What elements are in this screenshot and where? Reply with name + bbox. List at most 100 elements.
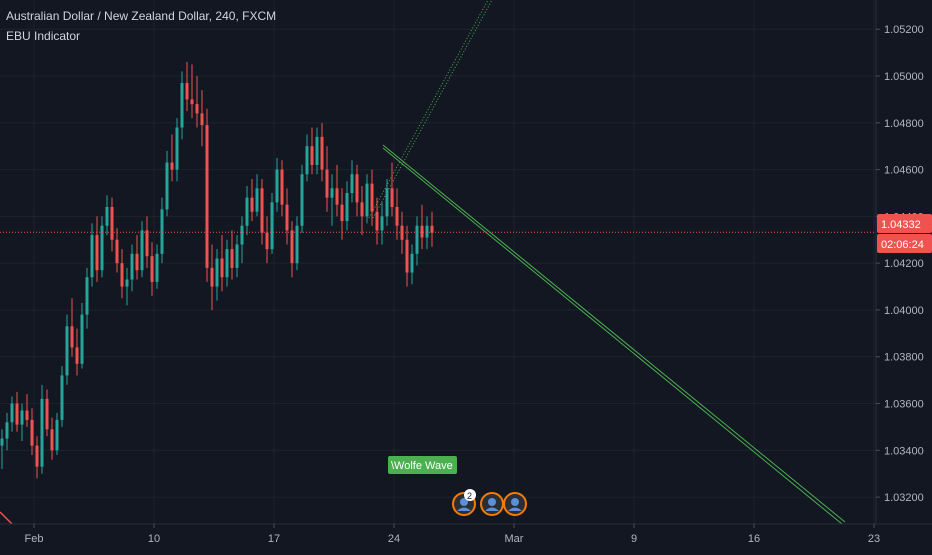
time-tick-label: 10 bbox=[148, 533, 160, 545]
candle-down bbox=[250, 178, 254, 222]
candle-down bbox=[310, 127, 314, 175]
candle-up bbox=[350, 160, 354, 203]
candle-down bbox=[280, 160, 284, 217]
candle-up bbox=[380, 202, 384, 245]
candle-down bbox=[45, 389, 49, 437]
candle-down bbox=[355, 164, 359, 217]
candle-down bbox=[50, 417, 54, 460]
candle-up bbox=[275, 157, 279, 212]
time-tick-label: 17 bbox=[268, 533, 280, 545]
candle-down bbox=[340, 188, 344, 240]
candle-down bbox=[25, 394, 29, 427]
candle-down bbox=[220, 235, 224, 292]
candle-up bbox=[295, 216, 299, 271]
candle-up bbox=[0, 429, 4, 470]
price-tick-label: 1.04200 bbox=[884, 258, 924, 270]
candle-up bbox=[385, 178, 389, 226]
price-tick-label: 1.03200 bbox=[884, 492, 924, 504]
candle-down bbox=[230, 230, 234, 280]
idea-avatar-2[interactable] bbox=[480, 492, 504, 516]
indicator-label[interactable]: EBU Indicator bbox=[6, 29, 81, 43]
idea-avatar-1[interactable]: 2 bbox=[452, 489, 476, 516]
red-drawing-line[interactable] bbox=[0, 511, 13, 525]
time-tick-label: Mar bbox=[505, 533, 524, 545]
candle-down bbox=[200, 90, 204, 147]
price-tick-label: 1.03800 bbox=[884, 352, 924, 364]
candle-down bbox=[35, 436, 39, 479]
candle-down bbox=[205, 108, 209, 282]
candle-up bbox=[225, 239, 229, 287]
candle-up bbox=[85, 267, 89, 329]
candle-up bbox=[65, 314, 69, 385]
price-tick-label: 1.05000 bbox=[884, 71, 924, 83]
candle-down bbox=[335, 164, 339, 217]
candle-up bbox=[425, 216, 429, 250]
candle-down bbox=[390, 162, 394, 217]
candle-up bbox=[300, 164, 304, 233]
price-tick-label: 1.05200 bbox=[884, 24, 924, 36]
candle-up bbox=[80, 302, 84, 369]
candle-up bbox=[215, 249, 219, 301]
candle-down bbox=[375, 197, 379, 245]
candle-up bbox=[140, 221, 144, 278]
time-axis[interactable]: Feb 10 17 24 Mar 9 16 23 bbox=[25, 524, 881, 545]
price-axis-background[interactable] bbox=[876, 0, 932, 524]
candle-up bbox=[345, 181, 349, 231]
candle-up bbox=[165, 150, 169, 217]
candle-up bbox=[20, 403, 24, 441]
candle-up bbox=[100, 216, 104, 278]
candle-up bbox=[415, 216, 419, 266]
candle-down bbox=[145, 216, 149, 268]
candle-up bbox=[5, 412, 9, 451]
price-tick-label: 1.04800 bbox=[884, 118, 924, 130]
drawings[interactable] bbox=[0, 0, 846, 525]
candle-up bbox=[155, 244, 159, 289]
candle-down bbox=[115, 228, 119, 273]
candle-down bbox=[70, 298, 74, 357]
avatar-face bbox=[511, 498, 519, 506]
candle-up bbox=[105, 195, 109, 236]
time-axis-background[interactable] bbox=[0, 524, 932, 550]
candle-down bbox=[15, 391, 19, 432]
candle-up bbox=[245, 185, 249, 236]
symbol-title[interactable]: Australian Dollar / New Zealand Dollar, … bbox=[6, 9, 277, 23]
candle-down bbox=[150, 242, 154, 296]
avatar-face bbox=[460, 498, 468, 506]
time-tick-label: 24 bbox=[388, 533, 400, 545]
price-tick-label: 1.03600 bbox=[884, 399, 924, 411]
candle-down bbox=[290, 221, 294, 278]
candle-up bbox=[125, 267, 129, 306]
wolfe-target-line-a[interactable] bbox=[382, 144, 846, 523]
countdown-tag-bg bbox=[877, 234, 932, 253]
wolfe-wave-label-text: \Wolfe Wave bbox=[391, 460, 453, 472]
candle-up bbox=[235, 235, 239, 278]
candle-up bbox=[365, 174, 369, 224]
wolfe-target-line-b[interactable] bbox=[382, 147, 843, 525]
wolfe-wave-label[interactable]: \Wolfe Wave bbox=[388, 456, 457, 474]
candle-up bbox=[175, 118, 179, 182]
countdown-tag-text: 02:06:24 bbox=[881, 239, 924, 251]
avatar-face bbox=[488, 498, 496, 506]
candle-up bbox=[410, 244, 414, 285]
candle-up bbox=[240, 216, 244, 264]
candle-up bbox=[160, 197, 164, 264]
comment-count-text: 2 bbox=[467, 491, 472, 501]
candle-up bbox=[305, 134, 309, 182]
price-tick-label: 1.04000 bbox=[884, 305, 924, 317]
candles bbox=[0, 61, 434, 479]
candle-down bbox=[420, 204, 424, 250]
time-tick-label: 16 bbox=[748, 533, 760, 545]
time-tick-label: Feb bbox=[25, 533, 44, 545]
candle-down bbox=[195, 76, 199, 128]
candle-down bbox=[95, 216, 99, 282]
wolfe-wave-label-bg bbox=[388, 456, 457, 474]
price-tick-label: 1.03400 bbox=[884, 445, 924, 457]
candle-down bbox=[405, 225, 409, 287]
candle-down bbox=[395, 188, 399, 240]
idea-avatar-3[interactable] bbox=[503, 492, 527, 516]
price-axis[interactable]: 1.052001.050001.048001.046001.044001.042… bbox=[876, 24, 924, 504]
last-price-tag-text: 1.04332 bbox=[881, 219, 921, 231]
candle-up bbox=[130, 244, 134, 292]
